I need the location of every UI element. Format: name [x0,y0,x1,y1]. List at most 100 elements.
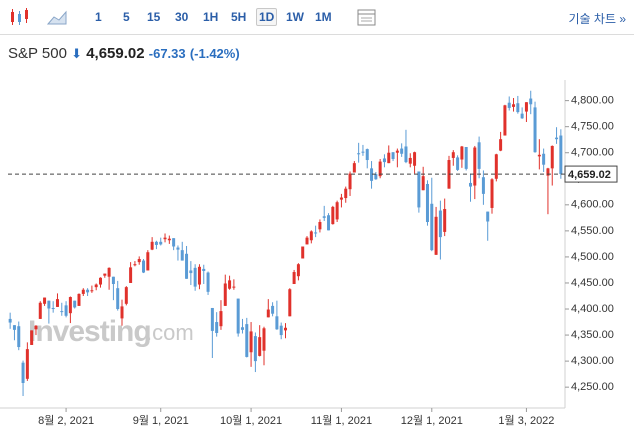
y-tick-label: 4,250.00 [571,381,614,393]
interval[interactable]: 1M [315,10,332,24]
tech-chart-link[interactable]: 기술 차트 » [568,12,626,26]
candle-body [146,252,150,271]
candle-body [73,300,77,308]
last-price-box [564,165,618,183]
candle-body [68,297,72,314]
candle-body [494,154,498,179]
candle-body [253,336,257,362]
candle-body [460,146,464,160]
candle-body [245,324,249,357]
candle-body [516,103,520,113]
candle-body [314,232,318,234]
candle-body [503,105,507,136]
candle-body [103,273,107,276]
candle-body [550,145,554,169]
watermark-suffix: .com [146,320,194,345]
interval[interactable]: 15 [147,10,161,24]
symbol: S&P 500 [8,45,67,62]
candle-body [107,267,111,277]
candle-body [395,150,399,153]
candle-body [447,160,451,189]
candle-body [266,309,270,318]
candle-body [124,287,128,304]
interval[interactable]: 5 [123,10,130,24]
candle-body [507,102,511,108]
candle-body [451,152,455,158]
candle-body [469,182,472,187]
candle-body [90,290,94,292]
candle-body [21,362,25,383]
candle-body [408,157,412,164]
x-tick-label: 12월 1, 2021 [401,414,463,427]
interval-active[interactable]: 1D [256,8,278,26]
candle-body [417,171,421,208]
candle-body [34,325,38,330]
price: 4,659.02 [86,45,145,62]
candle-body [12,325,16,330]
candle-icon[interactable] [8,6,34,30]
candle-body [159,241,163,245]
y-tick-label: 4,300.00 [571,355,614,367]
y-tick-label: 4,600.00 [571,199,614,211]
candle-body [296,264,300,277]
candle-body [352,163,356,173]
candle-body [210,307,214,331]
interval[interactable]: 30 [175,10,189,24]
candle-body [38,302,42,319]
candle-body [137,259,141,263]
candle-body [55,299,59,307]
candle-body [8,318,12,323]
candle-body [232,286,236,288]
candle-body [425,183,429,223]
quote-header: S&P 500 ⬇ 4,659.02 -67.33 (-1.42%) [8,45,240,62]
candle-body [206,272,210,292]
area-icon[interactable] [46,6,70,30]
candle-body [438,210,442,238]
candle-body [421,176,425,191]
interval[interactable]: 5H [231,10,247,24]
y-tick-label: 4,350.00 [571,329,614,341]
candle-body [318,222,322,230]
candle-body [339,197,343,200]
candle-body [99,277,102,285]
interval[interactable]: 1W [286,10,304,24]
candle-body [111,276,115,285]
candle-body [30,330,34,345]
interval[interactable]: 1 [95,10,102,24]
toolbar: 1 5 15 30 1H 5H 1D 1W 1M 기술 차트 » [0,0,634,35]
y-tick-label: 4,750.00 [571,121,614,133]
candle-body [520,113,524,119]
candle-body [327,215,331,231]
candle-body [51,307,55,310]
candle-body [43,297,47,304]
candle-body [374,174,378,180]
candle-body [176,247,180,250]
candle-body [94,284,98,288]
indicator-icon[interactable] [356,7,378,29]
candle-body [262,328,266,351]
candle-body [322,216,326,218]
candle-body [331,206,335,225]
x-tick-label: 10월 1, 2021 [220,414,282,427]
interval[interactable]: 1H [203,10,219,24]
candle-body [486,211,490,222]
candle-body [120,306,124,319]
candle-body [365,149,369,161]
candle-body [185,253,189,279]
candle-body [223,283,227,306]
x-tick-label: 11월 1, 2021 [311,414,372,427]
down-arrow: ⬇ [71,46,83,61]
candle-body [81,289,85,294]
candle-body [167,238,171,241]
candle-body [555,137,559,140]
y-tick-label: 4,450.00 [571,277,614,289]
candle-body [129,267,133,283]
candle-body [47,300,51,309]
candle-body [284,327,287,331]
candle-body [17,326,21,348]
candle-body [404,146,408,163]
x-tick-label: 9월 1, 2021 [133,414,189,427]
y-tick-label: 4,550.00 [571,225,614,237]
candle-body [477,142,481,169]
